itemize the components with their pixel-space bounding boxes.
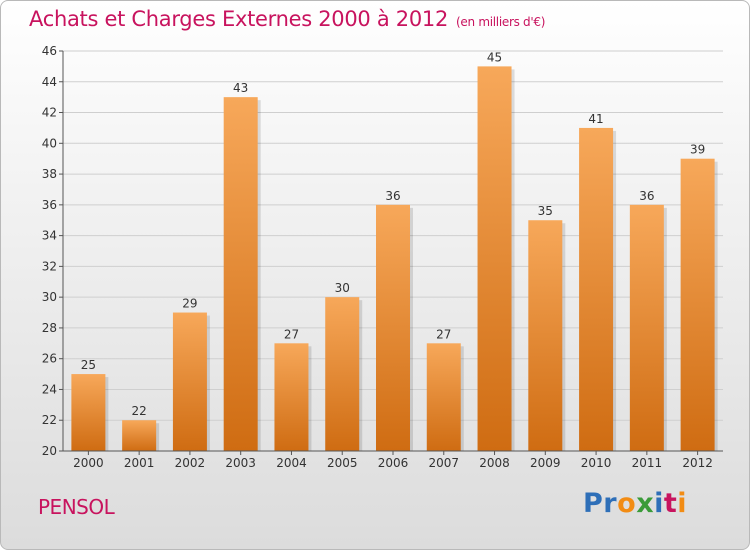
x-tick-label: 2012 — [682, 456, 713, 470]
chart-title-text: Achats et Charges Externes 2000 à 2012 — [29, 7, 449, 31]
y-tick-label: 42 — [42, 106, 57, 120]
x-tick-label: 2004 — [276, 456, 307, 470]
bar — [71, 374, 106, 451]
y-tick-label: 22 — [42, 413, 57, 427]
chart-unit: (en milliers d'€) — [456, 15, 546, 29]
bar — [680, 158, 715, 451]
bar — [629, 204, 664, 451]
proxiti-logo: Proxiti — [583, 488, 687, 519]
y-tick-label: 28 — [42, 321, 57, 335]
logo-letter: x — [636, 488, 655, 519]
bar — [477, 66, 512, 451]
bar-value-label: 45 — [487, 50, 502, 64]
y-tick-label: 20 — [42, 444, 57, 458]
bar-value-label: 35 — [538, 204, 553, 218]
x-tick-label: 2006 — [378, 456, 409, 470]
bar — [528, 220, 563, 451]
bar-value-label: 36 — [639, 189, 654, 203]
x-tick-label: 2010 — [581, 456, 612, 470]
logo-letter: i — [677, 488, 688, 519]
bar-value-label: 27 — [436, 327, 451, 341]
x-tick-label: 2002 — [175, 456, 206, 470]
x-tick-label: 2000 — [73, 456, 104, 470]
x-tick-label: 2008 — [479, 456, 510, 470]
bar-value-label: 41 — [588, 112, 603, 126]
bar-value-label: 36 — [385, 189, 400, 203]
logo-letter: r — [603, 488, 618, 519]
x-tick-label: 2003 — [225, 456, 256, 470]
bar-value-label: 25 — [81, 358, 96, 372]
x-tick-label: 2007 — [428, 456, 459, 470]
bar — [172, 312, 207, 451]
bar-value-label: 39 — [690, 143, 705, 157]
bar — [426, 343, 461, 451]
bar-value-label: 27 — [284, 327, 299, 341]
bar-value-label: 30 — [335, 281, 350, 295]
y-tick-label: 44 — [42, 75, 57, 89]
bar — [376, 204, 410, 451]
x-tick-label: 2009 — [530, 456, 561, 470]
y-tick-label: 26 — [42, 352, 57, 366]
logo-letter: i — [654, 488, 664, 519]
y-tick-label: 38 — [42, 167, 57, 181]
y-tick-label: 40 — [42, 136, 57, 150]
y-tick-label: 36 — [42, 198, 57, 212]
y-tick-label: 32 — [42, 259, 57, 273]
y-tick-label: 46 — [42, 44, 57, 58]
bar — [274, 343, 309, 451]
logo-letter: o — [617, 488, 637, 519]
y-tick-label: 34 — [42, 229, 57, 243]
y-tick-label: 30 — [42, 290, 57, 304]
bar — [579, 127, 614, 451]
chart-title: Achats et Charges Externes 2000 à 2012 (e… — [29, 7, 545, 31]
x-tick-label: 2005 — [327, 456, 358, 470]
x-tick-label: 2001 — [124, 456, 155, 470]
bar-value-label: 43 — [233, 81, 248, 95]
bar — [122, 420, 157, 451]
x-tick-label: 2011 — [632, 456, 663, 470]
bar-value-label: 29 — [182, 297, 197, 311]
bars: 25 22 29 43 27 30 36 27 45 35 41 36 39 — [71, 50, 718, 452]
logo-letter: t — [663, 488, 678, 519]
x-axis: 2000 2001 2002 2003 2004 2005 2006 2007 2008 2009… — [63, 450, 723, 470]
bar-value-label: 22 — [132, 404, 147, 418]
y-tick-label: 24 — [42, 382, 57, 396]
bar — [325, 297, 360, 451]
bar — [223, 97, 258, 452]
y-axis: 20 22 24 26 28 30 32 34 36 38 40 42 44 46 — [42, 44, 64, 458]
commune-name: PENSOL — [38, 495, 115, 519]
logo-letter: P — [583, 488, 604, 519]
